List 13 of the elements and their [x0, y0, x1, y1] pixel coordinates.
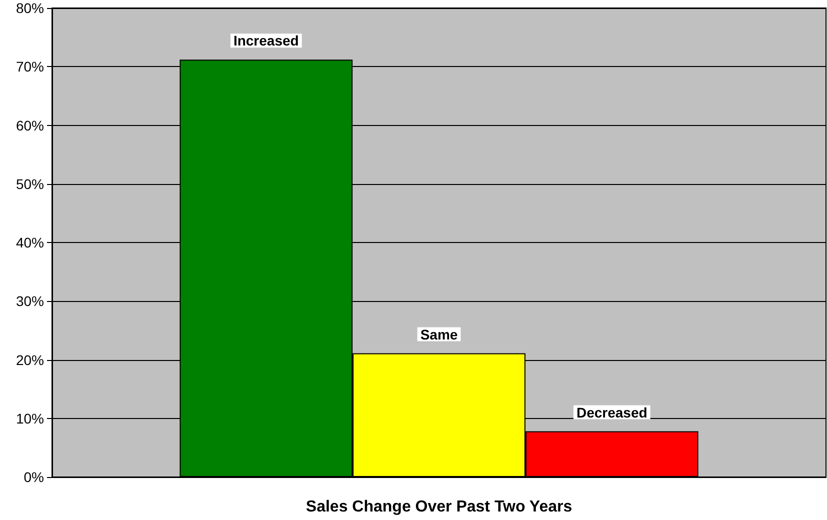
y-tick-label: 60% [16, 117, 44, 134]
x-axis-title: Sales Change Over Past Two Years [306, 498, 572, 516]
y-tick-label: 20% [16, 352, 44, 368]
y-tick-label: 40% [16, 234, 44, 250]
y-tick-label: 70% [16, 58, 44, 75]
y-tick-label: 80% [16, 0, 44, 16]
y-tick-label: 10% [16, 410, 44, 426]
y-tick-label: 0% [24, 469, 44, 485]
y-tick-label: 50% [16, 176, 44, 192]
y-tick-label: 30% [16, 293, 44, 310]
series-label: Same [420, 326, 458, 342]
series-label: Increased [233, 32, 299, 49]
series-label: Decreased [576, 404, 648, 420]
